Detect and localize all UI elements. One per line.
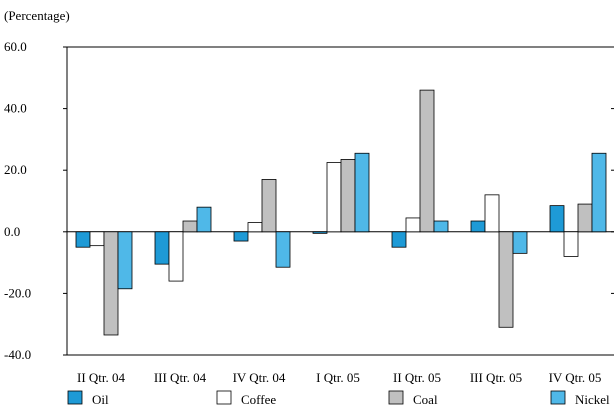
legend: Oil Coffee Coal Nickel [67,390,610,407]
x-tick-label: III Qtr. 04 [154,370,207,385]
bar-oil-2 [233,231,249,242]
x-tick-label: IV Qtr. 04 [233,370,286,385]
y-tick-label: -40.0 [4,347,31,362]
bar-nickel-2 [275,231,291,268]
bar-coal-3 [340,159,356,233]
bar-nickel-4 [433,220,449,233]
legend-label-coffee: Coffee [241,392,276,407]
bars [75,89,607,336]
bar-coffee-5 [484,194,500,233]
legend-swatch-nickel [550,390,566,405]
bar-coffee-3 [326,162,342,233]
bar-coal-1 [182,220,198,233]
bar-oil-3 [312,231,328,234]
bar-coffee-0 [89,231,105,247]
bar-oil-1 [154,231,170,265]
y-axis-ticks: 60.0 40.0 20.0 0.0 -20.0 -40.0 [4,39,614,362]
bar-coffee-6 [563,231,579,257]
y-tick-label: 20.0 [4,162,27,177]
x-tick-label: II Qtr. 05 [393,370,441,385]
x-axis-labels: II Qtr. 04 III Qtr. 04 IV Qtr. 04 I Qtr. 05… [77,370,601,385]
bar-coal-0 [103,231,119,336]
legend-label-nickel: Nickel [575,392,610,407]
legend-swatch-oil [67,390,83,405]
bar-coffee-1 [168,231,184,282]
y-tick-label: -20.0 [4,285,31,300]
bar-oil-4 [391,231,407,248]
x-tick-label: III Qtr. 05 [470,370,522,385]
legend-swatch-coffee [216,390,232,405]
x-tick-label: II Qtr. 04 [77,370,126,385]
legend-label-coal: Coal [413,392,438,407]
bar-coal-6 [577,203,593,233]
bar-nickel-6 [591,152,607,233]
y-tick-label: 60.0 [4,39,27,54]
bar-nickel-3 [354,152,370,233]
bar-coal-2 [261,179,277,233]
y-axis-label: (Percentage) [4,8,70,23]
y-tick-label: 40.0 [4,101,27,116]
legend-label-oil: Oil [92,392,109,407]
x-tick-label: I Qtr. 05 [316,370,360,385]
x-tick-label: IV Qtr. 05 [549,370,602,385]
y-tick-label: 0.0 [4,224,20,239]
legend-swatch-coal [388,390,404,405]
bar-nickel-1 [196,206,212,233]
bar-coal-4 [419,89,435,233]
bar-coal-5 [498,231,514,328]
plot-area-frame [66,46,614,356]
bar-coffee-4 [405,217,421,233]
bar-oil-6 [549,205,565,233]
bar-oil-0 [75,231,91,248]
bar-oil-5 [470,220,486,233]
bar-nickel-0 [117,231,133,290]
bar-nickel-5 [512,231,528,254]
bar-coffee-2 [247,222,263,233]
